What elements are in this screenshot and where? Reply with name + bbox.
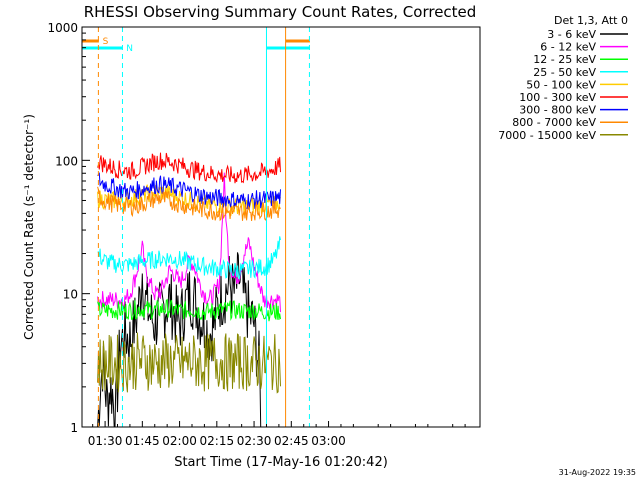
x-tick-label: 02:15	[200, 434, 235, 448]
legend-label: 300 - 800 keV	[519, 104, 596, 117]
series-line	[97, 172, 281, 313]
legend-label: 25 - 50 keV	[533, 66, 596, 79]
legend-label: 100 - 300 keV	[519, 91, 596, 104]
y-tick-label: 1000	[47, 21, 78, 35]
annotation-label: N	[126, 44, 133, 54]
legend-header: Det 1,3, Att 0	[554, 14, 628, 27]
series-line	[97, 332, 281, 394]
series-line	[97, 186, 281, 222]
x-axis-label: Start Time (17-May-16 01:20:42)	[174, 455, 388, 470]
series-line	[97, 152, 281, 184]
annotation-label: S	[103, 37, 109, 47]
x-tick-label: 03:00	[311, 434, 346, 448]
y-axis-label: Corrected Count Rate (s⁻¹ detector⁻¹)	[22, 114, 36, 340]
y-tick-label: 100	[55, 154, 78, 168]
series-line	[97, 172, 281, 210]
chart-title: RHESSI Observing Summary Count Rates, Co…	[84, 3, 477, 21]
x-tick-label: 02:45	[274, 434, 309, 448]
x-tick-label: 02:30	[237, 434, 272, 448]
y-tick-label: 10	[63, 288, 78, 302]
series-line	[97, 298, 281, 322]
legend-label: 3 - 6 keV	[547, 28, 596, 41]
footer-timestamp: 31-Aug-2022 19:35	[559, 468, 636, 477]
plot-frame	[81, 26, 481, 428]
y-tick-label: 1	[70, 421, 78, 435]
legend-label: 7000 - 15000 keV	[498, 129, 596, 142]
legend-label: 12 - 25 keV	[533, 53, 596, 66]
legend-label: 50 - 100 keV	[526, 78, 596, 91]
x-tick-label: 01:45	[125, 434, 160, 448]
series-line	[97, 236, 281, 280]
legend-label: 800 - 7000 keV	[512, 116, 596, 129]
x-tick-label: 02:00	[162, 434, 197, 448]
x-tick-label: 01:30	[88, 434, 123, 448]
legend-label: 6 - 12 keV	[540, 41, 596, 54]
